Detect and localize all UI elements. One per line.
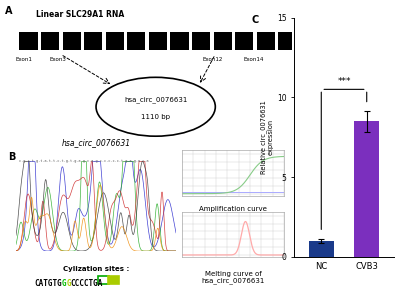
Text: Amplification curve: Amplification curve <box>199 206 267 212</box>
Text: B: B <box>8 152 15 162</box>
Text: hsa_circ_0076631: hsa_circ_0076631 <box>62 138 130 147</box>
Text: Exon1: Exon1 <box>15 57 32 62</box>
Bar <box>354 121 379 257</box>
Text: G: G <box>66 279 71 288</box>
Text: C: C <box>252 15 259 25</box>
Bar <box>41 32 59 50</box>
Bar <box>106 32 124 50</box>
Y-axis label: Relative circ_0076631
expression: Relative circ_0076631 expression <box>260 100 274 174</box>
Bar <box>149 32 167 50</box>
Text: ***: *** <box>337 77 351 86</box>
Bar <box>278 32 296 50</box>
Bar <box>192 32 210 50</box>
Text: CCCCTGA: CCCCTGA <box>71 279 103 288</box>
Bar <box>309 241 334 257</box>
Text: 1110 bp: 1110 bp <box>141 114 170 119</box>
Text: Exon14: Exon14 <box>244 57 264 62</box>
Bar <box>84 32 102 50</box>
Text: c.g.c.t g.t.a.t.t.c.t.g.t.g.a.g.c.a.g.c.c.c.c.c.t.g.a.g.a.c.a: c.g.c.t g.t.a.t.t.c.t.g.t.g.a.g.c.a.g.c.… <box>19 159 149 163</box>
Bar <box>19 32 38 50</box>
Text: Melting curve of
hsa_circ_0076631: Melting curve of hsa_circ_0076631 <box>201 270 265 284</box>
Bar <box>127 32 146 50</box>
Bar <box>235 32 253 50</box>
Text: A: A <box>5 6 13 16</box>
Bar <box>62 32 81 50</box>
Bar <box>214 32 232 50</box>
Bar <box>257 32 275 50</box>
Text: Linear SLC29A1 RNA: Linear SLC29A1 RNA <box>36 10 125 19</box>
Text: Exon12: Exon12 <box>202 57 223 62</box>
Text: Exon3: Exon3 <box>49 57 66 62</box>
Text: G: G <box>62 279 66 288</box>
Bar <box>170 32 189 50</box>
Text: CATGTG: CATGTG <box>34 279 62 288</box>
Text: Cylization sites :: Cylization sites : <box>63 266 129 272</box>
Text: hsa_circ_0076631: hsa_circ_0076631 <box>124 96 187 103</box>
